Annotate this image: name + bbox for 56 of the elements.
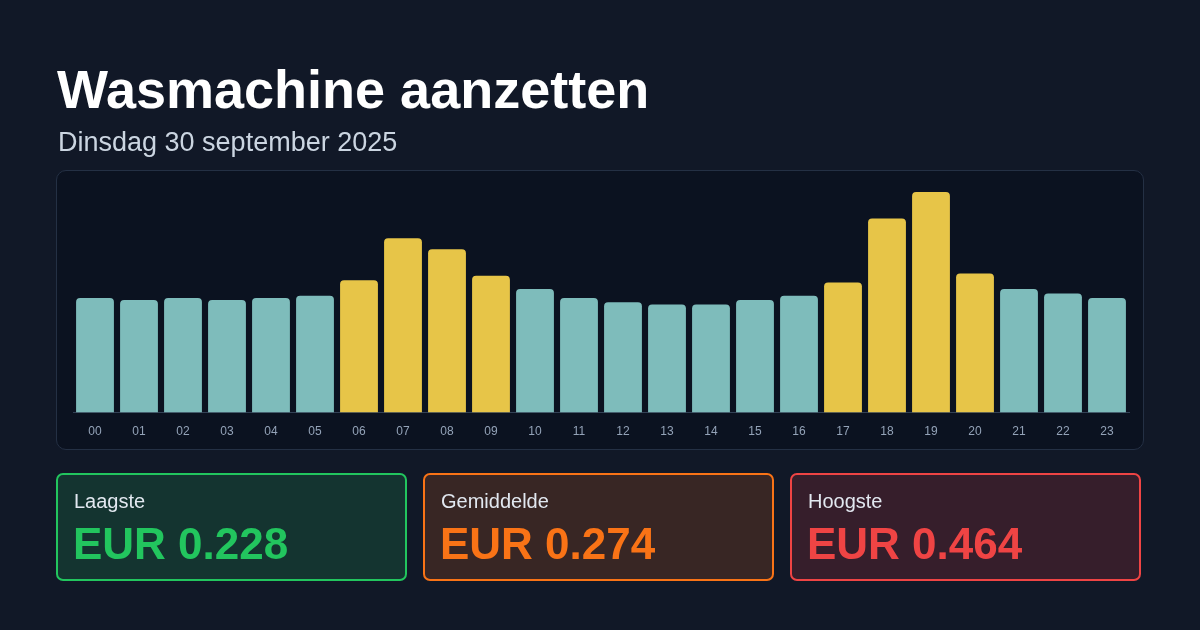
x-tick-label: 02 [176,424,190,439]
x-tick-label: 05 [308,424,322,439]
bar [472,275,510,413]
x-tick-label: 22 [1056,424,1070,439]
x-tick-label: 10 [528,424,542,439]
bar [956,273,994,413]
x-tick-label: 19 [924,424,938,439]
bar [736,300,774,413]
x-tick-label: 11 [572,424,586,439]
x-tick-label: 13 [660,424,674,439]
x-tick-label: 01 [132,424,146,439]
x-tick-label: 18 [880,424,894,439]
text: EUR 0.464 [807,519,1023,569]
bar [912,192,950,413]
bar [76,297,114,413]
bar [692,304,730,413]
text: EUR 0.228 [73,519,289,569]
x-tick-label: 06 [352,424,366,439]
text: Gemiddelde [441,490,549,513]
bar [604,302,642,413]
x-tick-label: 09 [484,424,498,439]
x-tick-label: 07 [396,424,410,439]
bar [780,295,818,413]
chart-subtitle: Dinsdag 30 september 2025 [58,126,398,158]
bar [120,300,158,413]
x-tick-label: 04 [264,424,278,439]
bar [648,304,686,413]
bar [208,300,246,413]
bar [1044,293,1082,413]
bar [296,295,334,413]
bar [516,289,554,413]
text: Hoogste [808,490,883,513]
bar [252,297,290,413]
text: EUR 0.274 [440,519,656,569]
x-tick-label: 08 [440,424,454,439]
bar [560,297,598,413]
x-tick-label: 16 [792,424,806,439]
bar [824,282,862,413]
x-tick-label: 00 [88,424,102,439]
x-tick-label: 17 [836,424,850,439]
x-tick-label: 12 [616,424,630,439]
text: Laagste [74,490,146,513]
bar [868,218,906,413]
x-tick-label: 23 [1100,424,1114,439]
x-tick-label: 03 [220,424,234,439]
x-tick-label: 14 [704,424,718,439]
bar [340,280,378,413]
bar [164,297,202,413]
bar [1000,289,1038,413]
x-tick-label: 20 [968,424,982,439]
bar [384,238,422,413]
x-tick-label: 15 [748,424,762,439]
bar [1088,297,1126,413]
x-tick-label: 21 [1012,424,1026,439]
chart-title: Wasmachine aanzetten [57,58,650,120]
bar [428,249,466,413]
